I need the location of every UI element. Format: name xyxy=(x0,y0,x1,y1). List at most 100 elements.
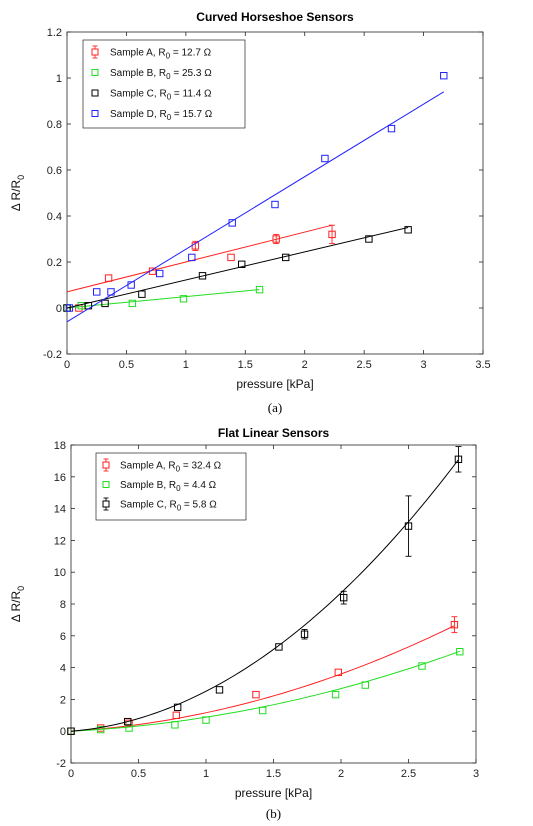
figure-caption: (b) xyxy=(266,806,281,821)
x-tick-label: 1 xyxy=(203,768,209,780)
data-point xyxy=(404,226,412,234)
data-point xyxy=(454,455,463,464)
data-point xyxy=(255,285,264,294)
fit-line xyxy=(66,289,260,309)
y-tick-label: 8 xyxy=(60,599,66,611)
data-point xyxy=(259,706,267,715)
data-point xyxy=(156,269,164,278)
x-tick-label: 0.5 xyxy=(119,359,134,371)
x-tick-label: 1 xyxy=(183,359,189,371)
fit-line xyxy=(66,224,333,293)
legend: Sample A, R0 = 12.7 Ω Sample B, R0 = 25.3… xyxy=(82,39,246,129)
data-point xyxy=(321,154,329,163)
data-point xyxy=(271,200,279,209)
y-axis-label: Δ R/R0 xyxy=(9,175,26,211)
x-tick-label: 2.5 xyxy=(401,768,416,780)
data-point xyxy=(128,299,137,308)
data-point xyxy=(202,716,210,724)
y-tick-label: -0.2 xyxy=(43,349,62,361)
y-tick-label: 1.2 xyxy=(47,27,62,39)
legend-marker xyxy=(102,481,110,488)
x-tick-label: 0.5 xyxy=(131,768,146,780)
data-point xyxy=(334,668,343,677)
data-point xyxy=(101,299,109,308)
x-tick-label: 0 xyxy=(64,359,70,371)
legend-box xyxy=(82,39,246,129)
data-point xyxy=(188,253,196,262)
legend-marker xyxy=(91,69,99,76)
data-point xyxy=(173,703,182,712)
x-axis-label: pressure [kPa] xyxy=(235,786,312,800)
fit-line xyxy=(66,227,409,309)
data-point xyxy=(387,124,396,133)
x-tick-label: 2 xyxy=(338,768,344,780)
y-tick-label: -2 xyxy=(56,758,66,770)
data-point xyxy=(127,281,135,289)
x-tick-label: 1.5 xyxy=(266,768,281,780)
y-tick-label: 14 xyxy=(54,504,66,516)
fit-curve xyxy=(70,650,460,732)
y-tick-label: 16 xyxy=(54,472,66,484)
x-tick-label: 2 xyxy=(302,359,308,371)
series-2 xyxy=(63,226,412,312)
data-point xyxy=(272,235,280,243)
data-point xyxy=(361,681,370,689)
x-tick-label: 2.5 xyxy=(356,359,371,371)
legend-label: Sample C, R0 = 5.8 Ω xyxy=(120,500,217,513)
data-point xyxy=(228,219,236,227)
legend-label: Sample B, R0 = 25.3 Ω xyxy=(110,68,212,81)
y-tick-label: 0 xyxy=(60,726,66,738)
legend-label: Sample A, R0 = 12.7 Ω xyxy=(110,48,212,61)
y-tick-label: 10 xyxy=(54,567,66,579)
data-point xyxy=(125,719,133,727)
data-point xyxy=(65,304,74,312)
data-point xyxy=(281,253,290,262)
y-tick-label: 18 xyxy=(54,440,66,452)
y-tick-label: 0.8 xyxy=(47,119,62,131)
data-point xyxy=(275,643,283,651)
series-1 xyxy=(63,285,264,312)
data-point xyxy=(172,711,181,719)
y-tick-label: 0 xyxy=(56,303,62,315)
x-tick-label: 3 xyxy=(421,359,427,371)
legend-label: Sample D, R0 = 15.7 Ω xyxy=(110,109,213,122)
legend-marker xyxy=(91,89,99,97)
legend-marker xyxy=(91,110,99,117)
chart-title: Flat Linear Sensors xyxy=(218,426,330,440)
data-point xyxy=(67,727,75,735)
data-point xyxy=(331,690,340,699)
y-tick-label: 0.4 xyxy=(47,211,62,223)
data-point xyxy=(238,260,246,269)
fit-curve xyxy=(70,459,459,732)
x-tick-label: 1.5 xyxy=(238,359,253,371)
data-point xyxy=(252,690,260,699)
legend-label: Sample A, R0 = 32.4 Ω xyxy=(120,461,222,474)
fit-line xyxy=(66,91,445,323)
y-tick-label: 0.2 xyxy=(47,257,62,269)
x-tick-label: 3.5 xyxy=(475,359,490,371)
fit-curve xyxy=(70,625,455,732)
legend: Sample A, R0 = 32.4 Ω Sample B, R0 = 4.4 … xyxy=(95,452,247,521)
data-point xyxy=(215,686,224,694)
x-axis-label: pressure [kPa] xyxy=(236,377,313,391)
data-point xyxy=(328,230,336,239)
data-point xyxy=(300,630,309,638)
y-tick-label: 12 xyxy=(54,535,66,547)
y-tick-label: 0.6 xyxy=(47,165,62,177)
y-tick-label: 1 xyxy=(56,73,62,85)
legend-marker xyxy=(102,461,110,469)
data-point xyxy=(418,662,426,670)
data-point xyxy=(104,274,113,282)
data-point xyxy=(456,648,464,656)
x-tick-label: 0 xyxy=(68,768,74,780)
data-point xyxy=(107,288,115,296)
legend-marker xyxy=(102,500,110,508)
series-2 xyxy=(67,446,463,735)
x-tick-label: 3 xyxy=(473,768,479,780)
data-point xyxy=(404,522,413,530)
data-point xyxy=(124,717,132,726)
y-tick-label: 6 xyxy=(60,631,66,643)
data-point xyxy=(179,295,188,303)
